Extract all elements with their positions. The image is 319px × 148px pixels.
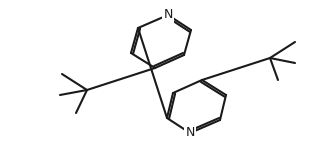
Text: N: N (163, 8, 173, 21)
Text: N: N (185, 127, 195, 140)
